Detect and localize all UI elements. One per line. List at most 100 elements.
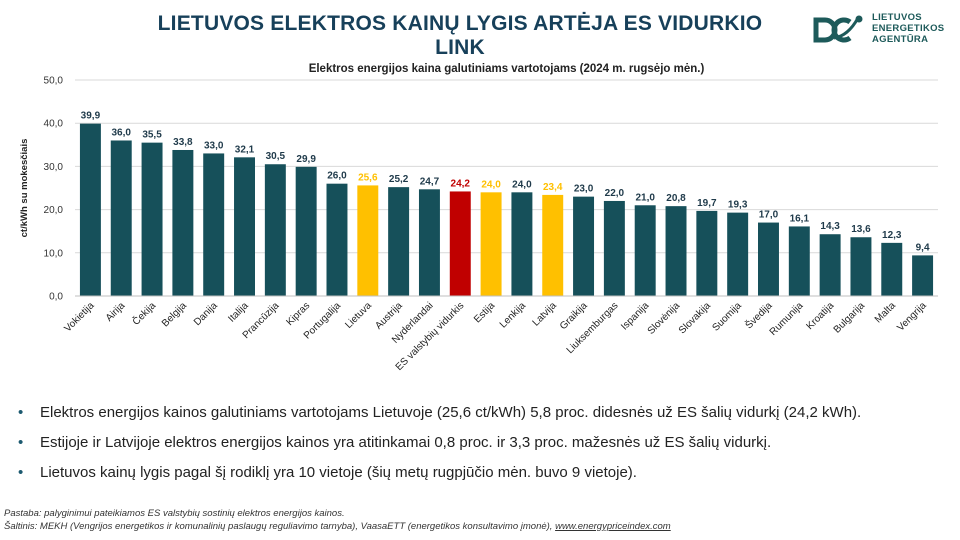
bar-value-label: 23,0 [574,184,594,195]
x-category-label: Suomija [710,300,744,334]
bar-value-label: 33,0 [204,140,224,151]
bar [881,242,903,296]
x-category-label: Estija [472,300,497,325]
bar-value-label: 21,0 [635,192,655,203]
x-category-label: Malta [873,300,898,325]
bullet-text: Elektros energijos kainos galutiniams va… [40,404,862,421]
bar-value-label: 19,7 [697,198,717,209]
footnote-source: Šaltinis: MEKH (Vengrijos energetikos ir… [4,520,671,533]
bullet-item: • Lietuvos kainų lygis pagal šį rodiklį y… [18,464,948,482]
bar-value-label: 25,2 [389,174,409,185]
source-link[interactable]: www.energypriceindex.com [555,521,671,532]
bar [665,206,687,296]
bar-value-label: 17,0 [759,210,779,221]
bar-value-label: 26,0 [327,171,347,182]
bar-value-label: 29,9 [296,154,316,165]
bar [449,191,471,296]
bar-value-label: 16,1 [790,213,810,224]
x-category-label: Lietuva [343,300,374,331]
x-category-label: Slovėnija [646,300,683,337]
bar [418,189,440,296]
bar-value-label: 23,4 [543,182,563,193]
bar-value-label: 20,8 [666,193,686,204]
bar-value-label: 13,6 [851,224,871,235]
chart-title: Elektros energijos kaina galutiniams var… [309,63,705,75]
bar [511,192,533,296]
x-category-label: Bulgarija [832,300,868,336]
bar [326,183,348,296]
bar [758,222,779,296]
bar [634,205,656,296]
chart-area: Elektros energijos kaina galutiniams var… [0,58,960,388]
bullet-item: • Estijoje ir Latvijoje elektros energijo… [18,434,948,452]
bar [819,234,841,296]
agency-logo-text: LIETUVOS ENERGETIKOS AGENTŪRA [872,12,944,45]
y-tick-label: 10,0 [44,248,64,259]
bar-value-label: 30,5 [266,151,286,162]
bar [264,164,286,296]
x-category-label: Belgija [160,300,189,329]
bar-value-label: 39,9 [81,111,101,122]
bullet-dot-icon: • [18,404,24,421]
x-category-label: Airija [104,300,128,324]
y-axis-label: ct/kWh su mokesčiais [19,139,30,238]
bar [542,194,564,296]
bar-value-label: 24,7 [420,176,440,187]
y-tick-label: 0,0 [49,292,63,303]
bullet-dot-icon: • [18,434,24,451]
bullet-dot-icon: • [18,464,24,481]
bar [788,226,810,296]
bar [727,212,749,296]
x-category-label: Čekija [129,299,158,328]
x-category-label: Lenkija [498,300,528,330]
x-category-label: Italija [226,300,251,325]
logo-line-1: LIETUVOS [872,12,922,23]
footnote: Pastaba: palyginimui pateikiamos ES vals… [4,507,671,533]
logo-line-2: ENERGETIKOS [872,23,945,34]
bar [573,196,595,296]
x-category-label: Švedija [742,299,775,332]
bullet-list: • Elektros energijos kainos galutiniams v… [18,404,948,494]
bar-value-label: 24,0 [512,179,532,190]
bar [912,255,934,296]
bar-value-label: 25,6 [358,172,378,183]
x-category-label: Latvija [531,300,560,329]
bar-value-label: 35,5 [142,130,162,141]
bar-value-label: 32,1 [235,144,255,155]
bar [172,149,194,296]
bar [79,123,101,296]
bar-value-label: 24,2 [451,178,471,189]
bar-value-label: 9,4 [916,242,930,253]
x-category-label: Vengrija [895,300,929,334]
bar [603,200,625,296]
price-bar-chart: Elektros energijos kaina galutiniams var… [19,63,938,373]
y-tick-label: 20,0 [44,205,64,216]
bar [388,187,410,296]
agency-logo-mark-icon [813,15,863,43]
x-category-label: Rumunija [768,300,806,338]
bar [234,157,255,296]
bar [203,153,225,296]
bar [480,192,502,296]
bar-value-label: 19,3 [728,200,748,211]
x-category-label: Danija [192,300,220,328]
bullet-text: Estijoje ir Latvijoje elektros energijos… [40,434,772,451]
bar-value-label: 36,0 [111,127,131,138]
logo-line-3: AGENTŪRA [872,34,929,45]
bar [850,237,872,296]
slide-title: LIETUVOS ELEKTROS KAINŲ LYGIS ARTĖJA ES … [157,12,763,59]
y-tick-label: 50,0 [44,76,64,87]
bullet-item: • Elektros energijos kainos galutiniams v… [18,404,948,422]
x-category-label: Slovakija [677,300,713,336]
bullet-text: Lietuvos kainų lygis pagal šį rodiklį yr… [40,464,637,481]
bar-value-label: 33,8 [173,137,193,148]
footnote-note: Pastaba: palyginimui pateikiamos ES vals… [4,508,345,519]
x-category-label: Vokietija [62,300,96,334]
bar [696,210,718,296]
agency-logo: LIETUVOS ENERGETIKOS AGENTŪRA [812,12,952,48]
y-tick-label: 40,0 [44,119,64,130]
y-tick-label: 30,0 [44,162,64,173]
bar-value-label: 24,0 [481,179,501,190]
x-category-label: Kipras [284,300,312,328]
bar-value-label: 14,3 [820,221,840,232]
